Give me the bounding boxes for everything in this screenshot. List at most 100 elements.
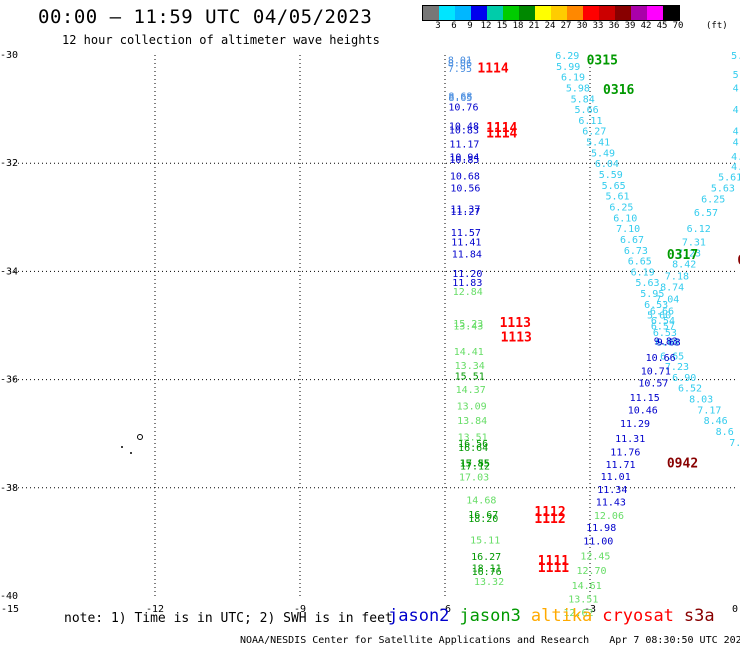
wave-height-label: 14.68 xyxy=(466,496,496,507)
pass-time-label: 0315 xyxy=(587,53,618,68)
wave-height-label: 6.65 xyxy=(628,257,652,268)
wave-height-label: 10.83 xyxy=(449,126,479,137)
wave-height-label: 9.63 xyxy=(657,338,681,349)
y-tick-label: -36 xyxy=(0,375,18,386)
wave-height-label: 5.66 xyxy=(575,105,599,116)
y-tick-label: -38 xyxy=(0,483,18,494)
wave-height-label: 15.85 xyxy=(460,458,490,469)
wave-height-label: 7.5 xyxy=(729,438,740,449)
wave-height-label: 7.10 xyxy=(616,224,640,235)
wave-height-label: 5.65 xyxy=(602,181,626,192)
color-scale-label: 27 xyxy=(560,21,572,31)
color-swatch xyxy=(503,6,519,20)
wave-height-label: 16.67 xyxy=(468,510,498,521)
wave-height-color-scale xyxy=(422,5,680,21)
wave-height-label: 7.04 xyxy=(655,294,679,305)
color-scale-label: 30 xyxy=(576,21,588,31)
pass-time-label: 1113 xyxy=(501,330,532,345)
wave-height-label: 5.41 xyxy=(586,138,610,149)
wave-height-label: 6.29 xyxy=(555,51,579,62)
wave-height-label: 13.51 xyxy=(568,595,598,606)
wave-height-label: 7.23 xyxy=(665,362,689,373)
color-swatch xyxy=(583,6,599,20)
wave-height-label: 11.31 xyxy=(615,434,645,445)
wave-height-label: 14.61 xyxy=(572,581,602,592)
wave-height-label: 18.11 xyxy=(472,563,502,574)
wave-height-label: 10.46 xyxy=(628,405,658,416)
wave-height-label: 5.84 xyxy=(571,94,595,105)
wave-height-label: 11.00 xyxy=(583,536,613,547)
wave-height-label: 6.27 xyxy=(582,127,606,138)
wave-height-label: 6.67 xyxy=(620,235,644,246)
wave-height-label: 5.63 xyxy=(635,278,659,289)
color-swatch xyxy=(535,6,551,20)
color-swatch xyxy=(647,6,663,20)
wave-height-label: 8.65 xyxy=(448,93,472,104)
wave-height-label: 8.46 xyxy=(704,416,728,427)
pass-time-label: 1114 xyxy=(486,121,517,136)
wave-height-label: 6.66 xyxy=(650,306,674,317)
color-swatch xyxy=(551,6,567,20)
wave-height-label: 16.76 xyxy=(472,567,502,578)
pass-time-label: 0942 xyxy=(667,456,698,471)
color-scale-label: 42 xyxy=(640,21,652,31)
wave-height-label: 13.43 xyxy=(453,322,483,333)
wave-height-label: 15.23 xyxy=(453,319,483,330)
y-tick-label: -30 xyxy=(0,50,18,61)
wave-height-label: 8.42 xyxy=(672,259,696,270)
wave-height-label: 8.01 xyxy=(448,55,472,66)
color-scale-label: 6 xyxy=(451,21,457,31)
wave-height-label: 16.27 xyxy=(471,552,501,563)
wave-height-label: 10.48 xyxy=(449,121,479,132)
y-tick-label: -32 xyxy=(0,158,18,169)
wave-height-label: 4.2 xyxy=(733,127,740,138)
color-swatch xyxy=(455,6,471,20)
color-scale-labels: 3 6 9 12 15 18 21 24 27 30 33 36 39 42 45 70 xyxy=(422,21,740,33)
wave-height-label: 5.7 xyxy=(733,70,740,81)
wave-height-label: 11.29 xyxy=(620,419,650,430)
wave-height-label: 11.37 xyxy=(450,205,480,216)
wave-height-label: 5.49 xyxy=(591,148,615,159)
wave-height-label: 5.61 xyxy=(605,192,629,203)
grid-lines xyxy=(10,55,735,596)
color-scale-label: 12 xyxy=(480,21,492,31)
wave-height-label: 11.15 xyxy=(630,393,660,404)
wave-height-label: 6.53 xyxy=(644,300,668,311)
wave-height-label: 5.95 xyxy=(640,289,664,300)
wave-height-label: 6.25 xyxy=(701,194,725,205)
wave-height-label: 11.98 xyxy=(586,523,616,534)
color-swatch xyxy=(615,6,631,20)
chart-title: 00:00 – 11:59 UTC 04/05/2023 xyxy=(38,6,373,28)
wave-height-label: 8.74 xyxy=(660,283,684,294)
wave-height-label: 11.57 xyxy=(451,228,481,239)
pass-time-label: 09 xyxy=(737,254,740,269)
y-tick-label: -40 xyxy=(0,591,18,602)
y-tick-label: -34 xyxy=(0,266,18,277)
wave-height-label: 13.84 xyxy=(457,416,487,427)
pass-time-label: 0317 xyxy=(667,248,698,263)
pass-time-label: 1111 xyxy=(538,554,569,569)
wave-height-label: 6.53 xyxy=(653,328,677,339)
wave-height-label: 4.57 xyxy=(731,162,740,173)
wave-height-label: 7.95 xyxy=(448,64,472,75)
x-tick-label: -3 xyxy=(584,604,596,615)
satellite-legend-altika: altika xyxy=(530,606,593,626)
wave-height-label: 8.03 xyxy=(689,395,713,406)
wave-height-label: 12.70 xyxy=(576,566,606,577)
x-tick-label: -15 xyxy=(1,604,19,615)
color-scale-label: 9 xyxy=(467,21,473,31)
wave-height-label: 6.12 xyxy=(687,224,711,235)
wave-height-label: 16.56 xyxy=(458,439,488,450)
color-scale-label: 39 xyxy=(624,21,636,31)
wave-height-label: 14.37 xyxy=(456,385,486,396)
footer: NOAA/NESDIS Center for Satellite Applica… xyxy=(240,635,740,646)
wave-height-label: 4.5 xyxy=(733,83,740,94)
color-scale-label: 45 xyxy=(656,21,668,31)
wave-height-label: 6.11 xyxy=(578,116,602,127)
wave-height-label: 7.18 xyxy=(665,272,689,283)
wave-height-label: 11.76 xyxy=(610,448,640,459)
color-swatch xyxy=(663,6,679,20)
island-mark xyxy=(137,434,143,440)
